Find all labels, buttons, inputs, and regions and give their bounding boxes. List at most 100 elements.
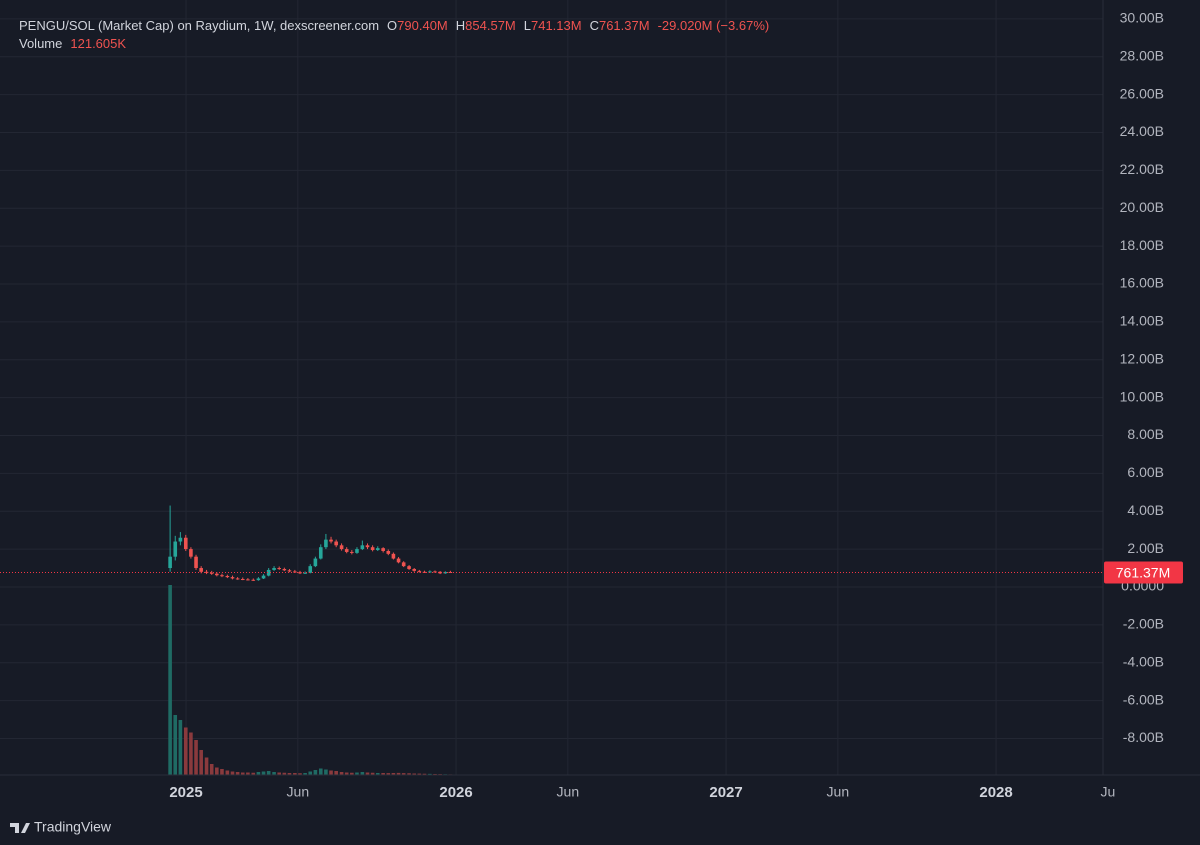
ohlc-key: C (590, 18, 599, 33)
volume-bar (370, 772, 375, 775)
volume-bar (344, 772, 349, 775)
tradingview-logo[interactable]: TradingView (10, 819, 112, 835)
y-tick-label: 14.00B (1120, 313, 1164, 329)
volume-bar (204, 757, 209, 775)
candle-body (183, 537, 188, 550)
ohlc-value: 790.40M (397, 18, 448, 33)
ohlc-key: H (456, 18, 465, 33)
candle-body (344, 549, 349, 552)
volume-bar (194, 740, 198, 775)
x-tick-label: Jun (287, 784, 310, 800)
y-tick-label: 22.00B (1120, 161, 1164, 177)
y-tick-label: -2.00B (1123, 616, 1164, 632)
volume-bar (261, 771, 266, 775)
volume-bar (365, 772, 370, 775)
candle-body (375, 548, 380, 551)
volume-bar (355, 772, 359, 775)
candle-body (178, 537, 183, 542)
volume-bar (303, 773, 307, 775)
y-tick-label: 2.00B (1127, 540, 1164, 556)
x-tick-label: 2025 (169, 784, 202, 801)
candle-body (240, 579, 245, 581)
x-tick-label: 2027 (709, 784, 742, 801)
x-tick-label: Jun (557, 784, 580, 800)
candle-body (266, 569, 271, 576)
candle-body (438, 571, 442, 574)
x-tick-label: 2026 (439, 784, 472, 801)
logo-icon (10, 823, 30, 833)
volume-value: 121.605K (70, 36, 126, 51)
candle-body (235, 578, 240, 580)
x-tick-label: Jun (827, 784, 850, 800)
y-tick-label: 26.00B (1120, 85, 1164, 101)
volume-bar (412, 773, 417, 775)
volume-bar (293, 773, 297, 775)
ohlc-value: 741.13M (531, 18, 582, 33)
volume-bar (246, 772, 250, 775)
volume-bar (199, 750, 203, 775)
candle-body (433, 571, 437, 573)
volume-bar (339, 772, 344, 775)
volume-bar (334, 771, 338, 775)
volume-bar (350, 772, 354, 775)
volume-bar (391, 773, 396, 775)
candle-body (261, 575, 266, 579)
volume-bar (189, 732, 193, 775)
candle-body (318, 547, 323, 559)
y-tick-label: 16.00B (1120, 275, 1164, 291)
volume-bar (396, 772, 401, 775)
volume-bar (386, 773, 391, 775)
y-tick-label: -8.00B (1123, 729, 1164, 745)
volume-bar (407, 773, 411, 775)
candle-body (360, 545, 365, 550)
ohlc-value: 761.37M (599, 18, 650, 33)
candle-body (417, 570, 422, 572)
y-tick-label: 28.00B (1120, 47, 1164, 63)
y-tick-label: 20.00B (1120, 199, 1164, 215)
volume-bar (251, 772, 256, 775)
volume-bar (266, 771, 271, 775)
y-tick-label: 10.00B (1120, 388, 1164, 404)
candle-body (313, 558, 318, 567)
ohlc-key: L (524, 18, 531, 33)
volume-bar (225, 770, 230, 775)
candle-body (230, 577, 235, 579)
y-tick-label: 6.00B (1127, 464, 1164, 480)
candle-body (256, 578, 261, 581)
candle-body (334, 541, 338, 546)
ohlc-value: 854.57M (465, 18, 516, 33)
candle-body (412, 568, 417, 571)
candle-body (287, 570, 292, 572)
y-tick-label: 8.00B (1127, 426, 1164, 442)
candle-body (324, 539, 328, 548)
volume-bar (256, 772, 261, 775)
x-tick-label: 2028 (979, 784, 1012, 801)
volume-bar (168, 585, 172, 775)
volume-bar (173, 715, 178, 775)
y-tick-label: 12.00B (1120, 350, 1164, 366)
candle-body (277, 568, 281, 570)
brand: TradingView (34, 819, 112, 835)
volume-bar (422, 773, 427, 775)
volume-label: Volume (19, 36, 62, 51)
volume-bar (308, 771, 313, 775)
volume-bar (417, 773, 422, 775)
candle-body (189, 549, 193, 557)
volume-bar (375, 773, 380, 775)
volume-bar (401, 773, 406, 775)
candle-body (251, 579, 256, 581)
candle-body (355, 549, 359, 553)
volume-legend: Volume 121.605K (19, 36, 126, 51)
volume-bar (329, 770, 333, 775)
volume-bar (287, 773, 292, 775)
candle-body (386, 550, 391, 554)
volume-bar (277, 772, 281, 775)
candle-body (381, 548, 385, 551)
volume-bar (230, 771, 235, 775)
ohlc-key: O (387, 18, 397, 33)
y-tick-label: 30.00B (1120, 10, 1164, 26)
candle-body (272, 568, 276, 570)
volume-bar (240, 772, 245, 775)
